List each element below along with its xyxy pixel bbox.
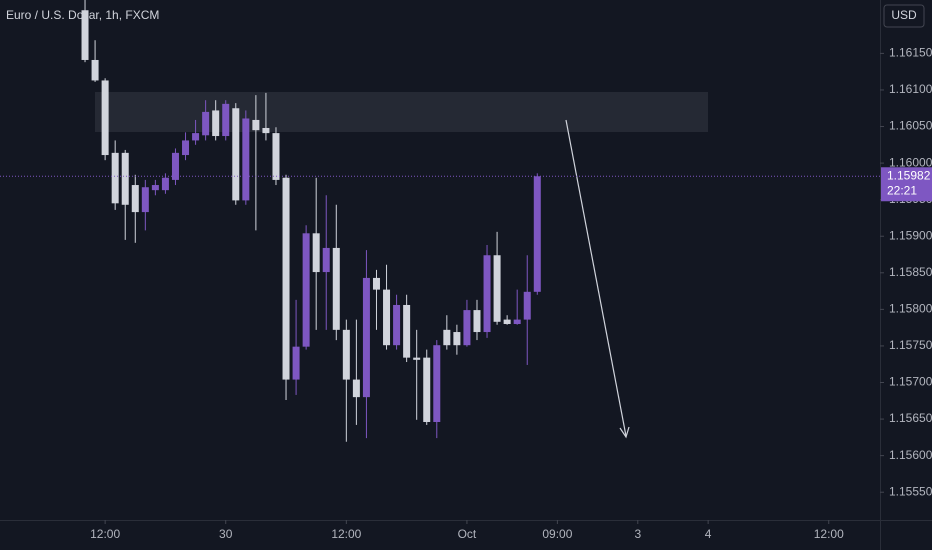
y-tick-label: 1.15750 (889, 338, 932, 352)
currency-button[interactable] (883, 4, 925, 28)
candle-body (383, 289, 391, 346)
candle-body (232, 108, 240, 201)
trend-arrow[interactable] (565, 119, 627, 437)
candle-body (91, 59, 99, 81)
candle-body (393, 304, 401, 346)
candle-body (131, 185, 139, 213)
y-tick-label: 1.15650 (889, 411, 932, 425)
candle-body (302, 233, 310, 347)
candle-body (141, 187, 149, 213)
candle-body (151, 185, 159, 191)
candle-body (493, 255, 501, 322)
candle-body (222, 103, 230, 137)
arrow-head (619, 426, 630, 439)
candle-body (111, 152, 119, 204)
candle-body (121, 152, 129, 205)
x-tick-label: 12:00 (331, 527, 361, 541)
candle-body (473, 310, 481, 333)
y-tick-label: 1.15900 (889, 228, 932, 242)
y-tick-label: 1.15550 (889, 484, 932, 498)
candle-body (182, 140, 190, 156)
candle-body (463, 310, 471, 346)
candle-body (312, 233, 320, 273)
candle-body (252, 119, 260, 131)
last-price-label: 1.15982 (887, 168, 931, 182)
candle-body (212, 110, 220, 137)
y-tick-label: 1.16150 (889, 46, 932, 60)
candle-body (322, 247, 330, 273)
x-tick-label: Oct (458, 527, 477, 541)
candle-body (513, 319, 521, 324)
currency: USD (891, 8, 917, 22)
y-tick-label: 1.16050 (889, 119, 932, 133)
candle-body (272, 133, 280, 180)
y-tick-label: 1.15600 (889, 448, 932, 462)
candle-body (423, 357, 431, 422)
y-tick-label: 1.15800 (889, 302, 932, 316)
candle-body (523, 291, 531, 320)
supply-zone[interactable] (95, 92, 708, 132)
candle-body (362, 277, 370, 398)
candle-body (192, 133, 200, 141)
y-tick-label: 1.15850 (889, 265, 932, 279)
candle-body (483, 255, 491, 333)
candle-body (443, 329, 451, 346)
candle-body (242, 118, 250, 201)
candle-body (81, 10, 89, 60)
candle-body (503, 319, 511, 324)
candle-body (292, 346, 300, 380)
candle-body (372, 277, 380, 290)
candle-body (161, 177, 169, 191)
x-tick-label: 09:00 (542, 527, 572, 541)
last-price-box (881, 167, 932, 202)
candle-body (453, 332, 461, 346)
x-tick-label: 3 (634, 527, 641, 541)
candle-body (352, 379, 360, 398)
candle-body (202, 111, 210, 136)
candle-body (282, 177, 290, 380)
candle-body (332, 247, 340, 330)
x-tick-label: 4 (705, 527, 712, 541)
y-tick-label: 1.16000 (889, 155, 932, 169)
candle-body (433, 345, 441, 422)
x-tick-label: 12:00 (814, 527, 844, 541)
candle-body (403, 304, 411, 358)
candle-body (101, 80, 109, 156)
y-tick-label: 1.15700 (889, 375, 932, 389)
y-tick-label: 1.16100 (889, 82, 932, 96)
plot (81, 0, 541, 442)
candle-body (342, 329, 350, 380)
candle-body (171, 152, 179, 180)
candle-body (262, 127, 270, 134)
x-tick-label: 30 (219, 527, 233, 541)
x-tick-label: 12:00 (90, 527, 120, 541)
candle-body (533, 176, 541, 292)
countdown: 22:21 (887, 183, 917, 197)
candle-body (413, 357, 421, 360)
